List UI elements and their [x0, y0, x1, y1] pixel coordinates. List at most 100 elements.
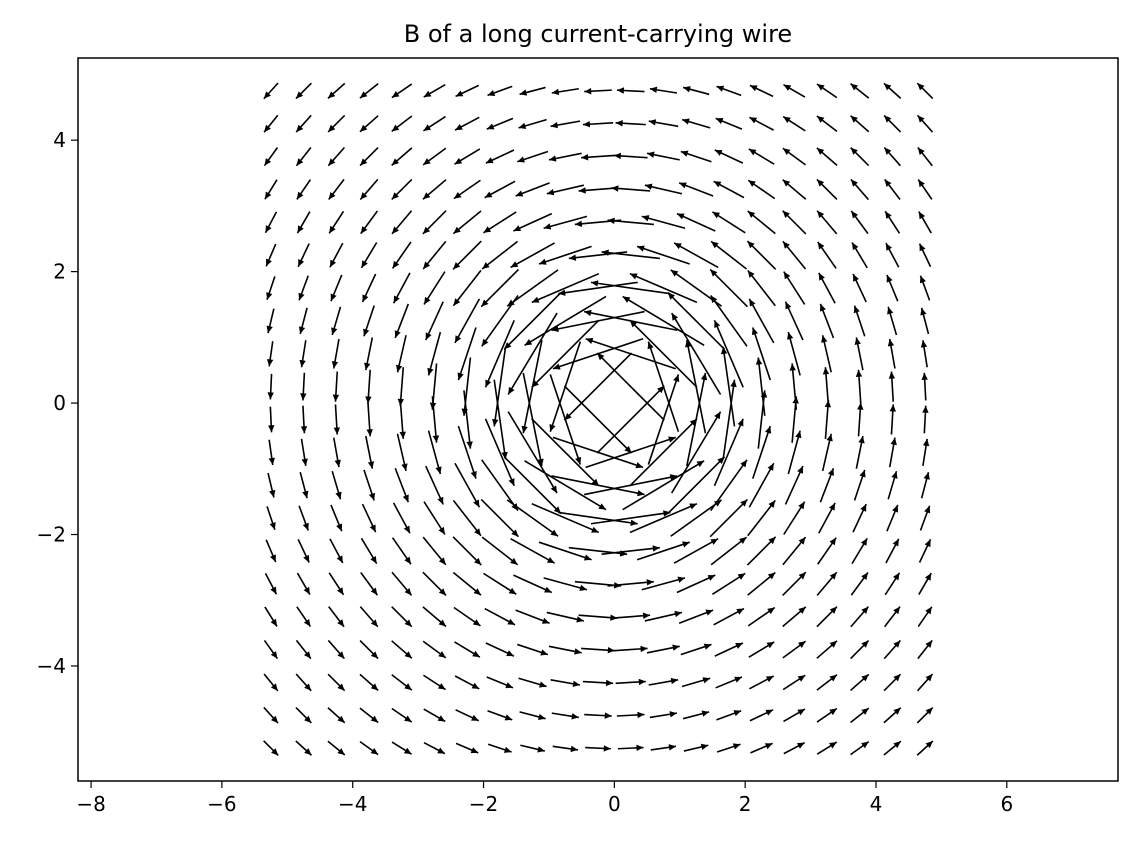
field-arrow	[887, 306, 898, 336]
field-arrow	[531, 272, 600, 304]
field-arrow	[422, 536, 447, 566]
field-arrow	[816, 674, 838, 691]
y-tick-label: 4	[53, 128, 66, 152]
field-arrow	[782, 240, 807, 270]
field-arrow	[513, 212, 553, 232]
field-arrow	[854, 337, 864, 371]
field-arrow	[327, 707, 346, 724]
field-arrow	[503, 291, 562, 350]
field-arrow	[816, 606, 838, 628]
field-arrow	[636, 245, 690, 265]
field-arrow	[266, 341, 274, 367]
field-arrow	[552, 745, 578, 753]
field-arrow	[515, 182, 550, 197]
field-arrow	[917, 146, 933, 167]
field-arrow	[918, 211, 932, 234]
field-arrow	[422, 571, 447, 596]
field-arrow	[850, 707, 870, 724]
field-arrow	[563, 352, 633, 421]
field-arrow	[646, 644, 680, 654]
field-arrow	[422, 606, 447, 628]
field-arrow	[607, 217, 654, 226]
field-arrow	[884, 210, 901, 234]
field-arrow	[327, 114, 346, 133]
field-arrow	[787, 430, 802, 475]
field-arrow	[883, 82, 902, 99]
x-tick-label: −4	[338, 792, 367, 816]
field-arrow	[295, 82, 312, 100]
field-arrow	[452, 240, 482, 270]
field-arrow	[359, 707, 379, 724]
field-arrow	[782, 147, 807, 166]
field-arrow	[817, 537, 837, 565]
field-arrow	[327, 673, 346, 692]
field-arrow	[455, 709, 480, 722]
field-arrow	[686, 372, 708, 467]
field-arrow	[883, 146, 901, 167]
field-arrow	[784, 465, 804, 505]
field-arrow	[782, 536, 807, 566]
field-arrow	[487, 85, 513, 97]
field-arrow	[590, 510, 671, 525]
field-arrow	[917, 639, 933, 660]
field-arrow	[484, 319, 515, 388]
field-arrow	[747, 606, 776, 627]
x-tick-label: 6	[1000, 792, 1013, 816]
x-axis: −8 −6 −4 −2 0 2 4 6	[76, 781, 1013, 816]
y-axis: −4 −2 0 2 4	[37, 128, 78, 678]
field-arrow	[590, 280, 671, 295]
field-arrow	[422, 240, 447, 270]
field-arrow	[782, 179, 807, 200]
field-arrow	[582, 679, 614, 687]
field-arrow	[363, 469, 375, 501]
field-arrow	[487, 743, 512, 753]
field-arrow	[889, 404, 897, 435]
field-arrow	[747, 499, 776, 537]
field-arrow	[360, 572, 379, 596]
field-arrow	[480, 268, 520, 308]
field-arrow	[391, 241, 412, 269]
field-arrow	[363, 305, 375, 337]
field-arrow	[710, 295, 748, 347]
field-arrow	[782, 674, 806, 691]
field-arrow	[538, 245, 592, 265]
x-tick-label: −6	[207, 792, 236, 816]
field-arrow	[359, 740, 379, 756]
field-arrow	[818, 272, 836, 304]
field-arrow	[649, 86, 678, 94]
x-tick-label: −2	[469, 792, 498, 816]
field-arrow	[816, 115, 838, 133]
field-arrow	[391, 571, 413, 596]
field-arrow	[299, 340, 307, 368]
field-arrow	[819, 303, 835, 339]
field-arrow	[485, 149, 515, 164]
field-arrow	[329, 242, 344, 268]
field-arrow	[887, 470, 898, 500]
field-arrow	[710, 240, 748, 270]
field-arrow	[822, 367, 830, 407]
field-arrow	[710, 459, 748, 512]
field-arrow	[365, 369, 372, 404]
field-arrow	[681, 118, 711, 129]
field-arrow	[457, 425, 477, 479]
field-arrow	[268, 439, 275, 466]
field-arrow	[510, 242, 555, 269]
field-arrow	[265, 539, 277, 563]
field-arrow	[297, 243, 310, 268]
field-arrow	[819, 467, 835, 503]
field-arrow	[816, 147, 838, 166]
field-arrow	[636, 541, 690, 561]
field-arrow	[749, 116, 774, 131]
field-arrow	[850, 673, 870, 692]
field-arrow	[359, 115, 379, 133]
field-arrow	[422, 640, 447, 659]
field-arrow	[518, 677, 547, 688]
field-arrow	[716, 85, 742, 97]
field-arrow	[396, 433, 408, 472]
field-arrow	[749, 709, 774, 722]
field-arrow	[429, 363, 438, 410]
field-arrow	[453, 606, 481, 627]
field-arrow	[713, 607, 745, 626]
field-arrow	[461, 357, 472, 416]
